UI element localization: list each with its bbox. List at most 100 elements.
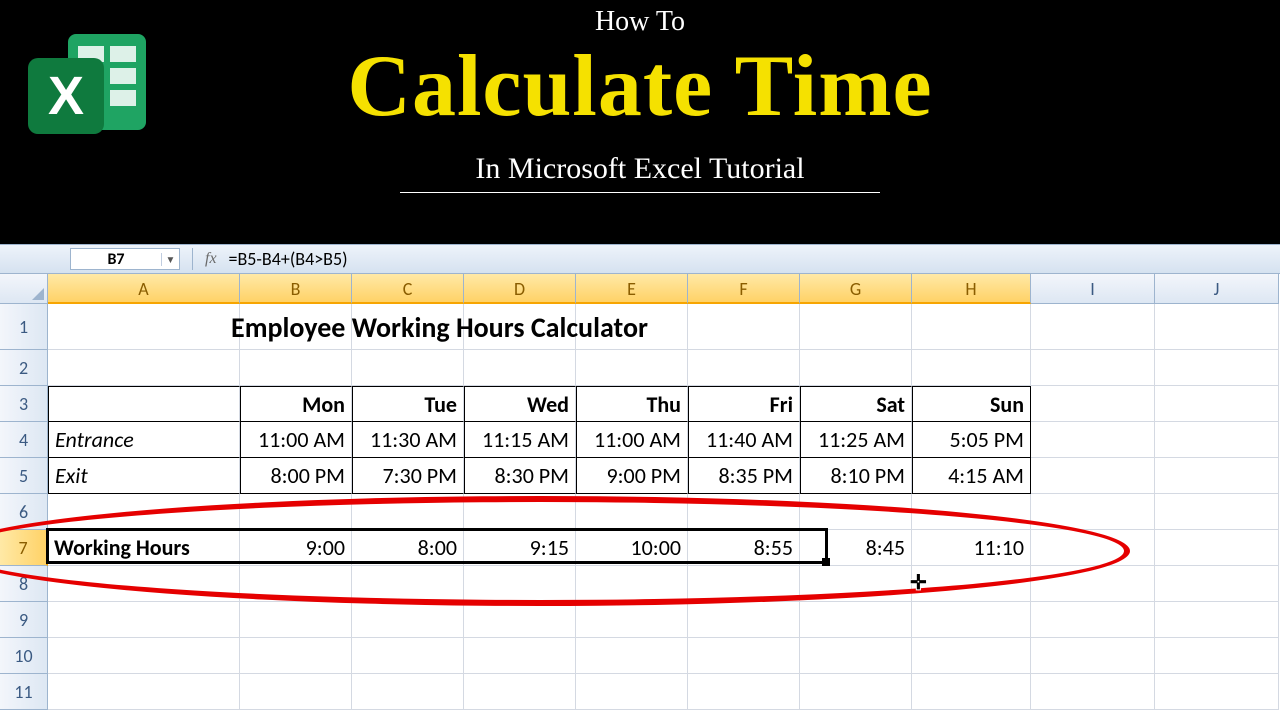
- cell-E2[interactable]: [576, 350, 688, 386]
- cell-J6[interactable]: [1155, 494, 1279, 530]
- cell-H8[interactable]: [912, 566, 1031, 602]
- cell-J7[interactable]: [1155, 530, 1279, 566]
- cell-D10[interactable]: [464, 638, 576, 674]
- cell-I5[interactable]: [1031, 458, 1155, 494]
- cell-G6[interactable]: [800, 494, 912, 530]
- cell-E5[interactable]: 9:00 PM: [576, 458, 688, 494]
- cell-D6[interactable]: [464, 494, 576, 530]
- cell-H6[interactable]: [912, 494, 1031, 530]
- row-header-7[interactable]: 7: [0, 530, 48, 566]
- cell-C7[interactable]: 8:00: [352, 530, 464, 566]
- cell-H9[interactable]: [912, 602, 1031, 638]
- row-header-5[interactable]: 5: [0, 458, 48, 494]
- cell-I10[interactable]: [1031, 638, 1155, 674]
- cell-C11[interactable]: [352, 674, 464, 710]
- cell-E3[interactable]: Thu: [576, 386, 688, 422]
- cell-D1[interactable]: [464, 304, 576, 350]
- cell-G5[interactable]: 8:10 PM: [800, 458, 912, 494]
- cell-D7[interactable]: 9:15: [464, 530, 576, 566]
- cell-J11[interactable]: [1155, 674, 1279, 710]
- cell-F7[interactable]: 8:55: [688, 530, 800, 566]
- cell-E4[interactable]: 11:00 AM: [576, 422, 688, 458]
- row-header-3[interactable]: 3: [0, 386, 48, 422]
- cell-D8[interactable]: [464, 566, 576, 602]
- cell-I2[interactable]: [1031, 350, 1155, 386]
- cell-G11[interactable]: [800, 674, 912, 710]
- cell-J3[interactable]: [1155, 386, 1279, 422]
- cell-J8[interactable]: [1155, 566, 1279, 602]
- cell-C9[interactable]: [352, 602, 464, 638]
- name-box[interactable]: B7 ▼: [70, 248, 180, 270]
- cell-C8[interactable]: [352, 566, 464, 602]
- cell-A8[interactable]: [48, 566, 240, 602]
- col-header-F[interactable]: F: [688, 274, 800, 304]
- fx-icon[interactable]: fx: [205, 250, 217, 268]
- cell-J1[interactable]: [1155, 304, 1279, 350]
- cell-I11[interactable]: [1031, 674, 1155, 710]
- row-header-9[interactable]: 9: [0, 602, 48, 638]
- col-header-B[interactable]: B: [240, 274, 352, 304]
- cell-B4[interactable]: 11:00 AM: [240, 422, 352, 458]
- cell-H5[interactable]: 4:15 AM: [912, 458, 1031, 494]
- cell-I9[interactable]: [1031, 602, 1155, 638]
- cell-H2[interactable]: [912, 350, 1031, 386]
- cell-C4[interactable]: 11:30 AM: [352, 422, 464, 458]
- cell-E1[interactable]: [576, 304, 688, 350]
- cell-J2[interactable]: [1155, 350, 1279, 386]
- cell-I4[interactable]: [1031, 422, 1155, 458]
- col-header-H[interactable]: H: [912, 274, 1031, 304]
- cell-E9[interactable]: [576, 602, 688, 638]
- cell-C6[interactable]: [352, 494, 464, 530]
- cell-A2[interactable]: [48, 350, 240, 386]
- col-header-E[interactable]: E: [576, 274, 688, 304]
- cell-B3[interactable]: Mon: [240, 386, 352, 422]
- cell-F9[interactable]: [688, 602, 800, 638]
- cell-A7[interactable]: Working Hours: [48, 530, 240, 566]
- row-header-2[interactable]: 2: [0, 350, 48, 386]
- cell-A9[interactable]: [48, 602, 240, 638]
- row-header-4[interactable]: 4: [0, 422, 48, 458]
- cell-B6[interactable]: [240, 494, 352, 530]
- cell-H11[interactable]: [912, 674, 1031, 710]
- cell-A6[interactable]: [48, 494, 240, 530]
- cell-B11[interactable]: [240, 674, 352, 710]
- cell-J4[interactable]: [1155, 422, 1279, 458]
- cell-C10[interactable]: [352, 638, 464, 674]
- cell-F11[interactable]: [688, 674, 800, 710]
- cell-A10[interactable]: [48, 638, 240, 674]
- cell-G9[interactable]: [800, 602, 912, 638]
- cell-J9[interactable]: [1155, 602, 1279, 638]
- cell-H4[interactable]: 5:05 PM: [912, 422, 1031, 458]
- cell-H7[interactable]: 11:10: [912, 530, 1031, 566]
- cell-F10[interactable]: [688, 638, 800, 674]
- cell-E11[interactable]: [576, 674, 688, 710]
- cell-F6[interactable]: [688, 494, 800, 530]
- cell-C2[interactable]: [352, 350, 464, 386]
- cell-E8[interactable]: [576, 566, 688, 602]
- cell-B1[interactable]: [240, 304, 352, 350]
- col-header-G[interactable]: G: [800, 274, 912, 304]
- cell-I7[interactable]: [1031, 530, 1155, 566]
- cell-C1[interactable]: [352, 304, 464, 350]
- cell-B2[interactable]: [240, 350, 352, 386]
- name-box-dropdown-icon[interactable]: ▼: [161, 253, 179, 266]
- cell-F5[interactable]: 8:35 PM: [688, 458, 800, 494]
- cell-H10[interactable]: [912, 638, 1031, 674]
- col-header-A[interactable]: A: [48, 274, 240, 304]
- cell-I8[interactable]: [1031, 566, 1155, 602]
- cell-E6[interactable]: [576, 494, 688, 530]
- cell-I3[interactable]: [1031, 386, 1155, 422]
- cell-B10[interactable]: [240, 638, 352, 674]
- cell-I1[interactable]: [1031, 304, 1155, 350]
- cell-D3[interactable]: Wed: [464, 386, 576, 422]
- cell-A4[interactable]: Entrance: [48, 422, 240, 458]
- cell-G8[interactable]: [800, 566, 912, 602]
- cell-G7[interactable]: 8:45: [800, 530, 912, 566]
- cell-D9[interactable]: [464, 602, 576, 638]
- cell-D2[interactable]: [464, 350, 576, 386]
- col-header-D[interactable]: D: [464, 274, 576, 304]
- cell-H1[interactable]: [912, 304, 1031, 350]
- cell-B8[interactable]: [240, 566, 352, 602]
- cell-C5[interactable]: 7:30 PM: [352, 458, 464, 494]
- cell-D4[interactable]: 11:15 AM: [464, 422, 576, 458]
